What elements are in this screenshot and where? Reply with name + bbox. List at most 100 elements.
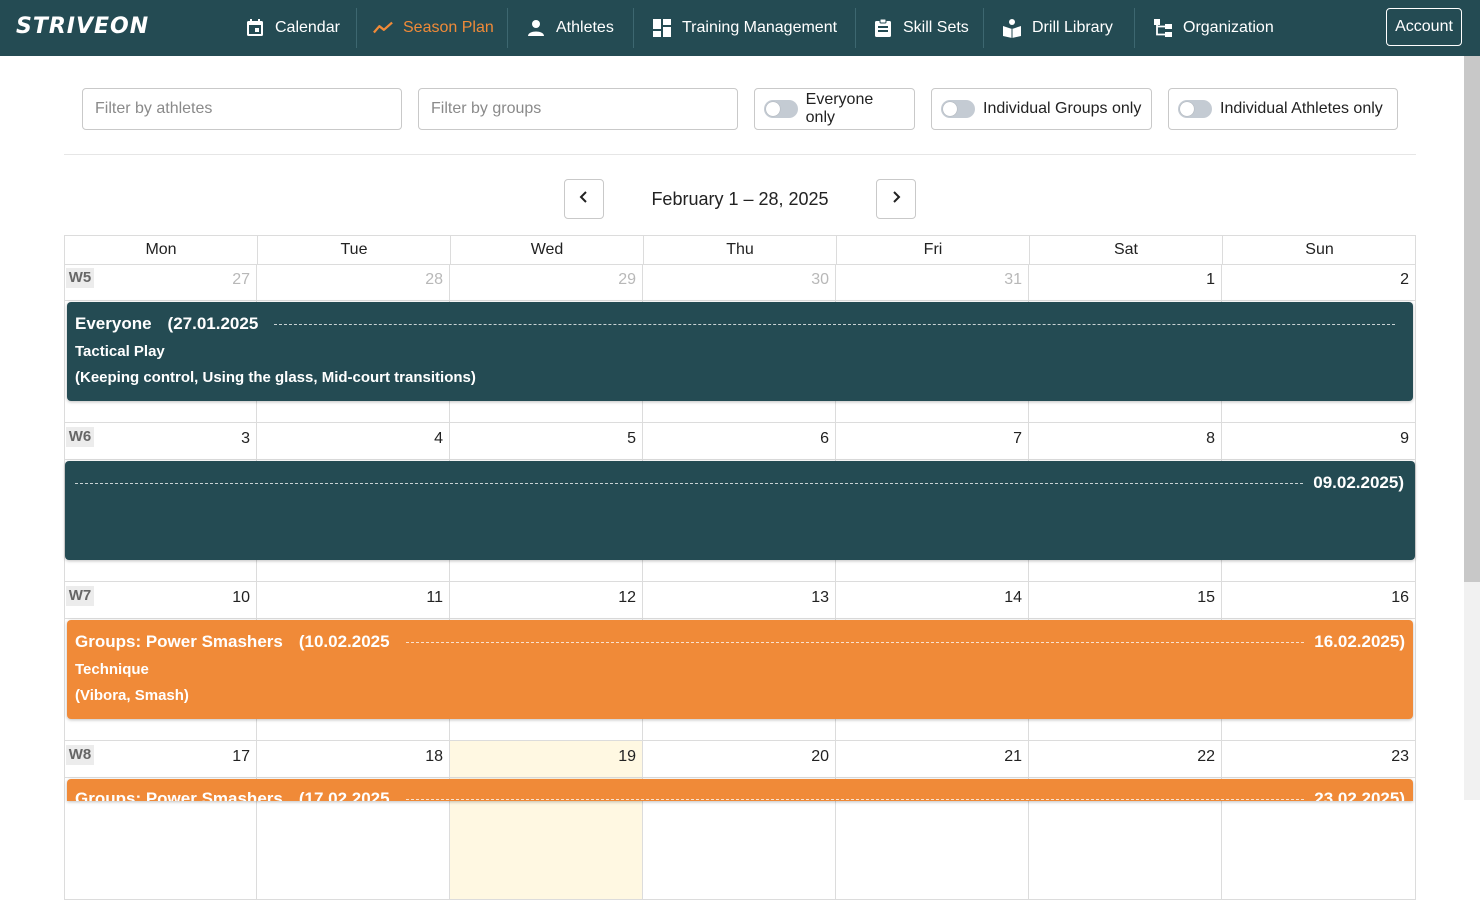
weekday-wed: Wed	[451, 236, 644, 264]
day-header-line	[257, 300, 450, 301]
season-plan-event[interactable]: Groups: Power Smashers (10.02.2025 16.02.2…	[67, 620, 1413, 719]
next-month-button[interactable]	[876, 179, 916, 219]
account-button[interactable]: Account	[1386, 8, 1462, 46]
day-number: 22	[1197, 748, 1215, 765]
nav-training-management[interactable]: Training Management	[652, 0, 837, 56]
event-end-date: 23.02.2025)	[1314, 789, 1405, 801]
weekday-thu: Thu	[644, 236, 837, 264]
top-navigation-bar: STRIVEON Calendar Season Plan Athletes T…	[0, 0, 1480, 56]
day-number: 8	[1206, 430, 1215, 447]
season-plan-event[interactable]: 09.02.2025)	[65, 461, 1415, 560]
nav-drill-library[interactable]: Drill Library	[1002, 0, 1113, 56]
day-cell[interactable]: 16	[1222, 582, 1416, 741]
nav-drill-library-label: Drill Library	[1032, 19, 1113, 36]
toggle-individual-groups-label: Individual Groups only	[983, 100, 1142, 117]
switch-knob	[943, 102, 957, 116]
nav-season-plan-label: Season Plan	[403, 19, 494, 36]
day-header-line	[65, 300, 258, 301]
day-number: 16	[1391, 589, 1409, 606]
day-header-line	[257, 618, 450, 619]
day-header-line	[836, 459, 1029, 460]
day-number: 18	[425, 748, 443, 765]
nav-calendar[interactable]: Calendar	[245, 0, 340, 56]
event-header: Everyone (27.01.2025	[75, 314, 1405, 334]
filter-groups-input[interactable]	[418, 88, 738, 130]
individual-athletes-switch[interactable]	[1178, 100, 1212, 118]
day-header-line	[643, 777, 836, 778]
day-number: 13	[811, 589, 829, 606]
filter-athletes-input[interactable]	[82, 88, 402, 130]
event-start-date: (27.01.2025	[167, 314, 259, 333]
page-scrollbar[interactable]	[1464, 56, 1480, 800]
season-plan-event[interactable]: Everyone (27.01.2025 Tactical Play (Keeping…	[67, 302, 1413, 401]
toggle-everyone-only[interactable]: Everyone only	[754, 88, 915, 130]
event-details: (Keeping control, Using the glass, Mid-c…	[75, 369, 476, 386]
nav-skill-sets[interactable]: Skill Sets	[873, 0, 969, 56]
event-start-date: (17.02.2025	[298, 789, 390, 801]
chevron-left-icon	[578, 190, 590, 209]
day-header-line	[836, 300, 1029, 301]
toggle-individual-athletes-label: Individual Athletes only	[1220, 100, 1383, 117]
book-reader-icon	[1002, 18, 1022, 38]
week-number-label: W7	[66, 586, 94, 606]
day-number: 2	[1400, 271, 1409, 288]
day-number: 31	[1004, 271, 1022, 288]
event-header: Groups: Power Smashers (10.02.2025 16.02.2…	[75, 632, 1405, 652]
day-number: 14	[1004, 589, 1022, 606]
toggle-individual-athletes-only[interactable]: Individual Athletes only	[1168, 88, 1398, 130]
dashboard-icon	[652, 18, 672, 38]
day-cell[interactable]: 9	[1222, 423, 1416, 582]
day-number: 5	[627, 430, 636, 447]
event-audience: Everyone	[75, 314, 152, 333]
season-plan-event[interactable]: Groups: Power Smashers (17.02.2025 23.02.2…	[67, 779, 1413, 801]
week-number-label: W6	[66, 427, 94, 447]
scrollbar-thumb[interactable]	[1464, 56, 1480, 582]
day-cell[interactable]: 22	[1029, 741, 1222, 900]
individual-groups-switch[interactable]	[941, 100, 975, 118]
day-number: 28	[425, 271, 443, 288]
day-header-line	[65, 618, 258, 619]
date-range-label: February 1 – 28, 2025	[651, 189, 829, 209]
toggle-everyone-only-label: Everyone only	[805, 91, 874, 126]
event-audience: Groups: Power Smashers	[75, 789, 283, 801]
day-cell[interactable]: 21	[836, 741, 1029, 900]
day-number: 15	[1197, 589, 1215, 606]
calendar-icon	[245, 18, 265, 38]
day-cell-today[interactable]: 19	[450, 741, 643, 900]
event-header: Groups: Power Smashers (17.02.2025 23.02.2…	[75, 789, 1405, 801]
day-cell[interactable]: 2	[1222, 264, 1416, 423]
nav-divider	[356, 8, 357, 48]
day-cell[interactable]: 20	[643, 741, 836, 900]
day-header-line	[65, 459, 258, 460]
nav-organization[interactable]: Organization	[1153, 0, 1274, 56]
app-logo[interactable]: STRIVEON	[16, 14, 150, 39]
day-header-line	[1029, 618, 1222, 619]
day-header-line	[65, 777, 258, 778]
everyone-only-switch[interactable]	[764, 100, 798, 118]
day-header-line	[1222, 300, 1415, 301]
day-header-line	[450, 618, 643, 619]
nav-skill-sets-label: Skill Sets	[903, 19, 969, 36]
nav-season-plan[interactable]: Season Plan	[373, 0, 494, 56]
nav-divider	[1134, 8, 1135, 48]
day-header-line	[836, 777, 1029, 778]
day-number: 7	[1013, 430, 1022, 447]
nav-athletes[interactable]: Athletes	[526, 0, 614, 56]
day-number: 4	[434, 430, 443, 447]
day-header-line	[643, 300, 836, 301]
event-start-date: (10.02.2025	[298, 632, 390, 651]
day-number: 23	[1391, 748, 1409, 765]
day-number: 6	[820, 430, 829, 447]
weekday-tue: Tue	[258, 236, 451, 264]
prev-month-button[interactable]	[564, 179, 604, 219]
day-cell[interactable]: 18	[257, 741, 450, 900]
trend-line-icon	[373, 18, 393, 38]
day-number: 27	[232, 271, 250, 288]
day-number: 21	[1004, 748, 1022, 765]
day-number: 3	[241, 430, 250, 447]
day-cell[interactable]: 23	[1222, 741, 1416, 900]
week-number-label: W8	[66, 745, 94, 765]
nav-divider	[633, 8, 634, 48]
day-header-line	[257, 777, 450, 778]
toggle-individual-groups-only[interactable]: Individual Groups only	[931, 88, 1152, 130]
